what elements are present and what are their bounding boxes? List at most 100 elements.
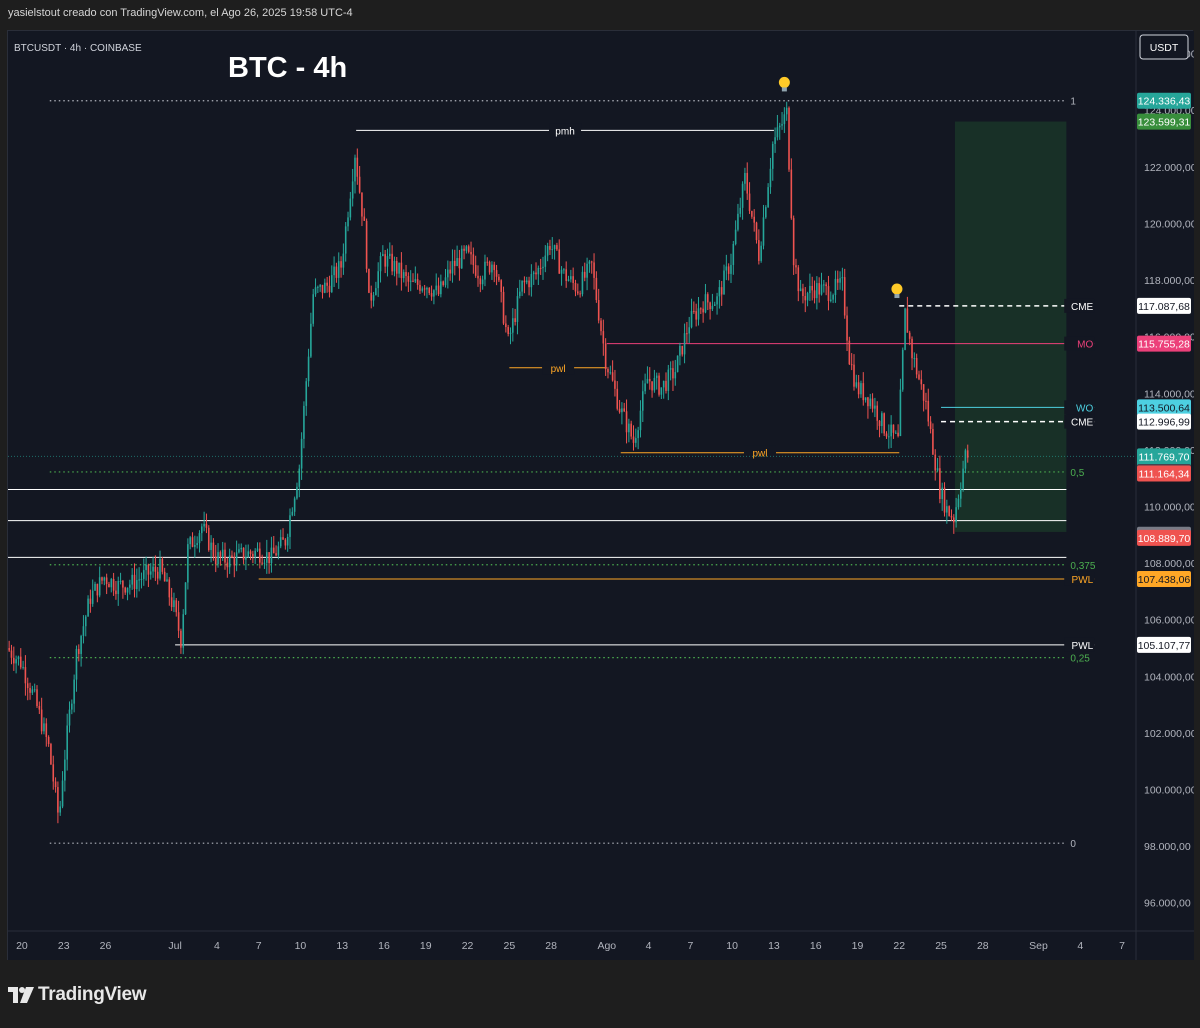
candle-body[interactable] [423, 288, 426, 290]
candle-body[interactable] [551, 249, 554, 251]
candle-body[interactable] [834, 278, 837, 296]
candle-body[interactable] [558, 249, 561, 274]
candle-body[interactable] [943, 487, 946, 513]
candle-body[interactable] [843, 277, 846, 316]
candle-body[interactable] [347, 217, 349, 227]
candle-body[interactable] [398, 262, 400, 274]
candle-body[interactable] [556, 245, 558, 250]
candle-body[interactable] [64, 759, 66, 781]
candle-body[interactable] [950, 515, 953, 518]
candle-body[interactable] [386, 256, 389, 267]
candle-body[interactable] [19, 656, 22, 668]
candle-body[interactable] [762, 217, 765, 246]
candle-body[interactable] [402, 272, 405, 279]
candle-body[interactable] [758, 240, 760, 261]
candle-body[interactable] [168, 579, 171, 598]
candle-body[interactable] [774, 137, 776, 144]
candle-body[interactable] [628, 423, 630, 433]
candle-body[interactable] [512, 318, 514, 333]
candle-body[interactable] [170, 597, 173, 608]
long-position-target-zone[interactable] [954, 121, 1067, 532]
candle-body[interactable] [201, 526, 203, 534]
candle-body[interactable] [653, 378, 656, 391]
candle-body[interactable] [142, 570, 145, 579]
candle-body[interactable] [711, 305, 714, 310]
candle-body[interactable] [549, 246, 551, 250]
candle-body[interactable] [706, 294, 709, 303]
candle-body[interactable] [140, 578, 143, 580]
candle-body[interactable] [658, 375, 660, 395]
candle-body[interactable] [36, 689, 38, 707]
candle-body[interactable] [87, 598, 89, 617]
candle-body[interactable] [623, 408, 626, 412]
candle-body[interactable] [888, 436, 890, 438]
candle-body[interactable] [465, 246, 468, 251]
candle-body[interactable] [312, 294, 315, 324]
candle-body[interactable] [537, 267, 540, 275]
candle-body[interactable] [354, 157, 356, 182]
candle-body[interactable] [713, 304, 716, 306]
candle-body[interactable] [820, 284, 823, 295]
candle-body[interactable] [212, 542, 215, 557]
idea-bulb-icon[interactable] [891, 283, 903, 299]
candle-body[interactable] [24, 667, 27, 684]
candle-body[interactable] [238, 549, 240, 553]
candle-body[interactable] [488, 262, 491, 273]
candle-body[interactable] [767, 187, 769, 208]
candle-body[interactable] [609, 372, 612, 374]
candle-body[interactable] [507, 327, 509, 334]
candle-body[interactable] [154, 566, 157, 572]
candle-body[interactable] [96, 583, 99, 596]
price-label[interactable]: 123.599,31 [1137, 113, 1191, 130]
candle-body[interactable] [409, 280, 412, 282]
candle-body[interactable] [788, 107, 790, 170]
candle-body[interactable] [693, 310, 695, 312]
candle-body[interactable] [667, 369, 670, 391]
candle-body[interactable] [679, 345, 681, 356]
candle-body[interactable] [152, 566, 154, 572]
candle-body[interactable] [911, 338, 913, 359]
candle-body[interactable] [456, 258, 458, 267]
candle-body[interactable] [939, 468, 941, 499]
candle-body[interactable] [391, 253, 393, 272]
candle-body[interactable] [177, 612, 180, 631]
candle-body[interactable] [913, 358, 916, 360]
candle-body[interactable] [771, 143, 774, 169]
candle-body[interactable] [848, 340, 851, 365]
candle-body[interactable] [818, 283, 820, 295]
candle-body[interactable] [894, 432, 897, 434]
candle-body[interactable] [379, 256, 382, 272]
candle-body[interactable] [925, 400, 927, 402]
candle-body[interactable] [616, 388, 619, 409]
candle-body[interactable] [720, 287, 723, 295]
candle-body[interactable] [753, 216, 755, 223]
candle-body[interactable] [948, 506, 950, 516]
candle-body[interactable] [68, 709, 71, 726]
candle-body[interactable] [846, 315, 848, 341]
candle-body[interactable] [904, 308, 906, 350]
candle-body[interactable] [593, 262, 595, 278]
candle-body[interactable] [936, 468, 939, 471]
candle-body[interactable] [82, 626, 85, 636]
candle-body[interactable] [602, 331, 605, 344]
candle-body[interactable] [298, 468, 301, 487]
price-label[interactable]: 117.087,68 [1137, 297, 1191, 314]
candle-body[interactable] [962, 468, 964, 489]
candle-body[interactable] [498, 276, 500, 281]
candle-body[interactable] [203, 523, 205, 527]
candle-body[interactable] [228, 555, 231, 568]
candle-body[interactable] [252, 553, 254, 557]
candle-body[interactable] [509, 332, 512, 334]
candle-body[interactable] [795, 265, 797, 268]
candle-body[interactable] [739, 207, 742, 214]
candle-body[interactable] [959, 488, 962, 499]
candle-body[interactable] [493, 264, 496, 271]
candle-body[interactable] [365, 220, 368, 269]
candle-body[interactable] [922, 384, 925, 401]
candle-body[interactable] [755, 222, 758, 241]
candle-body[interactable] [444, 277, 447, 286]
candle-body[interactable] [307, 356, 310, 382]
price-label[interactable]: 113.500,64 [1137, 399, 1191, 416]
candle-body[interactable] [440, 281, 442, 295]
candle-body[interactable] [477, 275, 479, 279]
